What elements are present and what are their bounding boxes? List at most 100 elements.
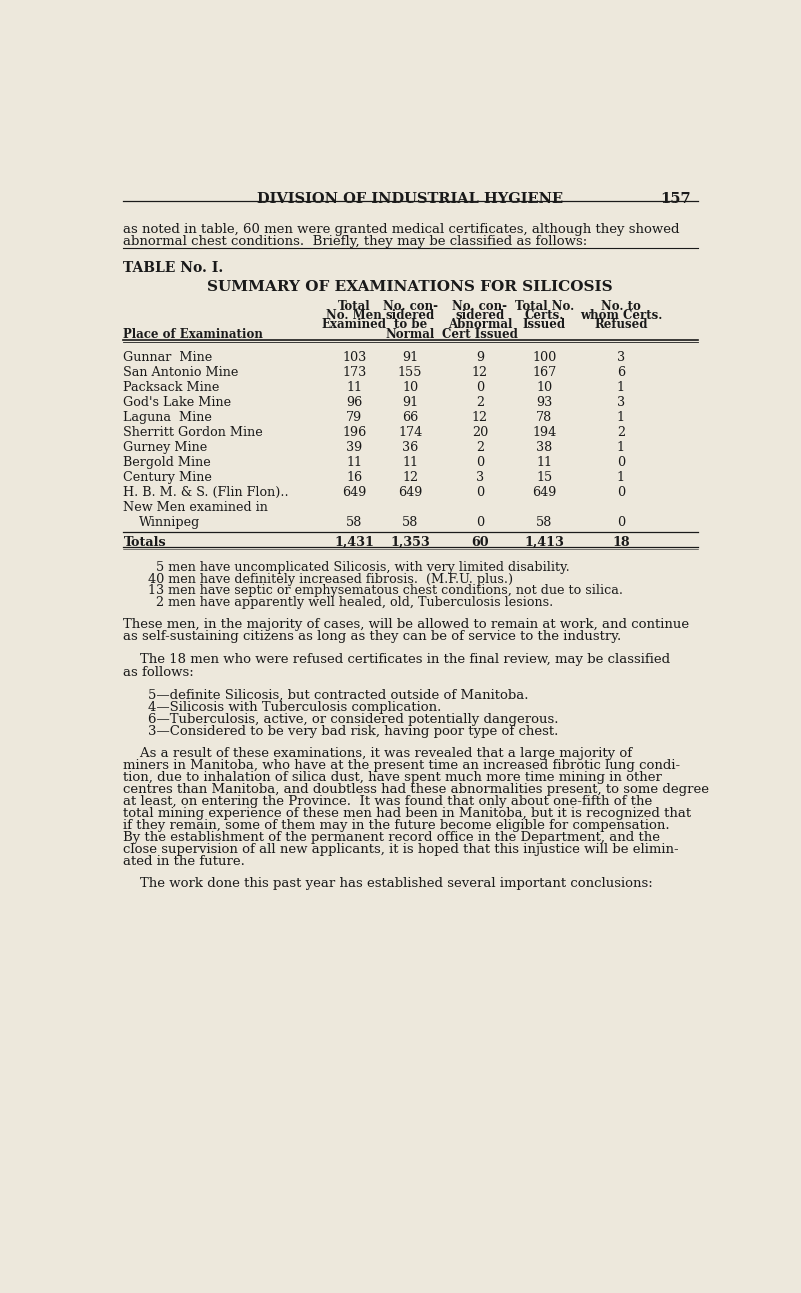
Text: 3: 3 — [617, 396, 625, 409]
Text: No. to: No. to — [601, 300, 641, 313]
Text: The work done this past year has established several important conclusions:: The work done this past year has establi… — [123, 878, 653, 891]
Text: 3: 3 — [617, 350, 625, 363]
Text: whom Certs.: whom Certs. — [580, 309, 662, 322]
Text: if they remain, some of them may in the future become eligible for compensation.: if they remain, some of them may in the … — [123, 818, 670, 831]
Text: 3: 3 — [476, 471, 484, 484]
Text: Cert Issued: Cert Issued — [442, 327, 517, 340]
Text: 10: 10 — [402, 380, 418, 394]
Text: 60: 60 — [471, 535, 489, 548]
Text: miners in Manitoba, who have at the present time an increased fibrotic lung cond: miners in Manitoba, who have at the pres… — [123, 759, 681, 772]
Text: 38: 38 — [536, 441, 553, 454]
Text: 2: 2 — [476, 441, 484, 454]
Text: 9: 9 — [476, 350, 484, 363]
Text: 174: 174 — [398, 425, 422, 438]
Text: These men, in the majority of cases, will be allowed to remain at work, and cont: These men, in the majority of cases, wil… — [123, 618, 690, 631]
Text: as self-sustaining citizens as long as they can be of service to the industry.: as self-sustaining citizens as long as t… — [123, 630, 622, 643]
Text: 11: 11 — [536, 456, 552, 469]
Text: 5 men have uncomplicated Silicosis, with very limited disability.: 5 men have uncomplicated Silicosis, with… — [148, 561, 570, 574]
Text: As a result of these examinations, it was revealed that a large majority of: As a result of these examinations, it wa… — [123, 747, 633, 760]
Text: 16: 16 — [346, 471, 362, 484]
Text: Sherritt Gordon Mine: Sherritt Gordon Mine — [123, 425, 263, 438]
Text: 2 men have apparently well healed, old, Tuberculosis lesions.: 2 men have apparently well healed, old, … — [148, 596, 553, 609]
Text: 78: 78 — [536, 411, 553, 424]
Text: 10: 10 — [536, 380, 552, 394]
Text: 1,353: 1,353 — [390, 535, 430, 548]
Text: 12: 12 — [472, 411, 488, 424]
Text: 1: 1 — [617, 441, 625, 454]
Text: New Men examined in: New Men examined in — [123, 500, 268, 513]
Text: Refused: Refused — [594, 318, 648, 331]
Text: No. Men: No. Men — [327, 309, 382, 322]
Text: 11: 11 — [346, 380, 362, 394]
Text: Gurney Mine: Gurney Mine — [123, 441, 207, 454]
Text: 58: 58 — [536, 516, 553, 529]
Text: as follows:: as follows: — [123, 666, 194, 679]
Text: 3—Considered to be very bad risk, having poor type of chest.: 3—Considered to be very bad risk, having… — [148, 724, 558, 737]
Text: 5—definite Silicosis, but contracted outside of Manitoba.: 5—definite Silicosis, but contracted out… — [148, 689, 529, 702]
Text: 1: 1 — [617, 411, 625, 424]
Text: Gunnar  Mine: Gunnar Mine — [123, 350, 212, 363]
Text: 1: 1 — [617, 471, 625, 484]
Text: Packsack Mine: Packsack Mine — [123, 380, 219, 394]
Text: TABLE No. I.: TABLE No. I. — [123, 261, 223, 275]
Text: 0: 0 — [476, 486, 484, 499]
Text: 12: 12 — [402, 471, 418, 484]
Text: 79: 79 — [346, 411, 362, 424]
Text: By the establishment of the permanent record office in the Department, and the: By the establishment of the permanent re… — [123, 831, 660, 844]
Text: San Antonio Mine: San Antonio Mine — [123, 366, 239, 379]
Text: 0: 0 — [617, 456, 625, 469]
Text: 649: 649 — [398, 486, 422, 499]
Text: 4—Silicosis with Tuberculosis complication.: 4—Silicosis with Tuberculosis complicati… — [148, 701, 441, 714]
Text: 196: 196 — [342, 425, 366, 438]
Text: to be: to be — [393, 318, 427, 331]
Text: 11: 11 — [346, 456, 362, 469]
Text: 12: 12 — [472, 366, 488, 379]
Text: at least, on entering the Province.  It was found that only about one-fifth of t: at least, on entering the Province. It w… — [123, 795, 653, 808]
Text: 66: 66 — [402, 411, 418, 424]
Text: abnormal chest conditions.  Briefly, they may be classified as follows:: abnormal chest conditions. Briefly, they… — [123, 235, 588, 248]
Text: 39: 39 — [346, 441, 362, 454]
Text: 173: 173 — [342, 366, 366, 379]
Text: No. con-: No. con- — [453, 300, 507, 313]
Text: 103: 103 — [342, 350, 366, 363]
Text: sidered: sidered — [385, 309, 435, 322]
Text: The 18 men who were refused certificates in the final review, may be classified: The 18 men who were refused certificates… — [123, 653, 670, 666]
Text: Normal: Normal — [385, 327, 435, 340]
Text: Winnipeg: Winnipeg — [139, 516, 200, 529]
Text: 40 men have definitely increased fibrosis.  (M.F.U. plus.): 40 men have definitely increased fibrosi… — [148, 573, 513, 586]
Text: Century Mine: Century Mine — [123, 471, 212, 484]
Text: SUMMARY OF EXAMINATIONS FOR SILICOSIS: SUMMARY OF EXAMINATIONS FOR SILICOSIS — [207, 279, 613, 294]
Text: 0: 0 — [476, 380, 484, 394]
Text: 20: 20 — [472, 425, 488, 438]
Text: 0: 0 — [476, 456, 484, 469]
Text: close supervision of all new applicants, it is hoped that this injustice will be: close supervision of all new applicants,… — [123, 843, 679, 856]
Text: 0: 0 — [617, 486, 625, 499]
Text: Issued: Issued — [522, 318, 566, 331]
Text: Laguna  Mine: Laguna Mine — [123, 411, 212, 424]
Text: centres than Manitoba, and doubtless had these abnormalities present, to some de: centres than Manitoba, and doubtless had… — [123, 784, 710, 796]
Text: tion, due to inhalation of silica dust, have spent much more time mining in othe: tion, due to inhalation of silica dust, … — [123, 771, 662, 784]
Text: 2: 2 — [476, 396, 484, 409]
Text: 6—Tuberculosis, active, or considered potentially dangerous.: 6—Tuberculosis, active, or considered po… — [148, 712, 558, 725]
Text: 58: 58 — [346, 516, 363, 529]
Text: God's Lake Mine: God's Lake Mine — [123, 396, 231, 409]
Text: 0: 0 — [617, 516, 625, 529]
Text: 649: 649 — [342, 486, 367, 499]
Text: No. con-: No. con- — [383, 300, 437, 313]
Text: 36: 36 — [402, 441, 418, 454]
Text: ated in the future.: ated in the future. — [123, 855, 245, 868]
Text: Certs.: Certs. — [525, 309, 564, 322]
Text: 93: 93 — [536, 396, 553, 409]
Text: H. B. M. & S. (Flin Flon)..: H. B. M. & S. (Flin Flon).. — [123, 486, 289, 499]
Text: Place of Examination: Place of Examination — [123, 327, 264, 340]
Text: Bergold Mine: Bergold Mine — [123, 456, 211, 469]
Text: 157: 157 — [660, 193, 690, 206]
Text: 96: 96 — [346, 396, 362, 409]
Text: DIVISION OF INDUSTRIAL HYGIENE: DIVISION OF INDUSTRIAL HYGIENE — [257, 193, 563, 206]
Text: Examined: Examined — [322, 318, 387, 331]
Text: 167: 167 — [532, 366, 557, 379]
Text: 1,431: 1,431 — [334, 535, 374, 548]
Text: 0: 0 — [476, 516, 484, 529]
Text: sidered: sidered — [455, 309, 505, 322]
Text: 58: 58 — [402, 516, 418, 529]
